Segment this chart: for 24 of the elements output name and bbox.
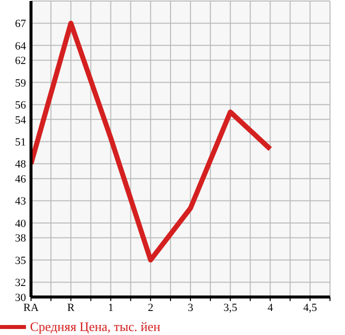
y-tick-label: 40 (15, 218, 26, 230)
x-tick-label: 3 (188, 302, 194, 314)
y-tick-label: 62 (15, 55, 26, 68)
x-tick-label: 4,5 (303, 302, 318, 314)
y-tick-label: 48 (15, 158, 26, 171)
x-tick-label: 2 (148, 302, 154, 314)
y-tick-label: 64 (15, 40, 26, 52)
x-tick-label: 4 (267, 302, 274, 314)
y-tick-label: 46 (15, 174, 26, 186)
x-tick-label: 1 (108, 302, 114, 314)
y-tick-label: 38 (15, 232, 26, 245)
y-tick-label: 35 (15, 254, 26, 267)
y-tick-label: 56 (15, 100, 26, 112)
y-tick-label: 67 (15, 18, 26, 30)
x-tick-label: RA (23, 302, 39, 314)
y-tick-label: 59 (15, 77, 26, 90)
y-tick-label: 51 (15, 136, 26, 149)
y-tick-label: 43 (15, 196, 26, 208)
y-tick-label: 30 (15, 292, 26, 304)
x-tick-label: R (67, 302, 76, 314)
y-tick-label: 54 (15, 114, 26, 126)
y-tick-label: 32 (15, 277, 26, 290)
x-tick-label: 3,5 (223, 302, 238, 314)
legend-label: Средняя Цена, тыс. йен (30, 319, 160, 335)
